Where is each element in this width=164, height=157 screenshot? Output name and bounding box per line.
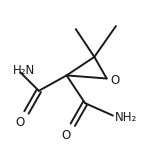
Text: O: O <box>111 74 120 87</box>
Text: NH₂: NH₂ <box>115 111 137 124</box>
Text: O: O <box>15 116 24 129</box>
Text: O: O <box>61 129 70 142</box>
Text: H₂N: H₂N <box>13 64 35 76</box>
